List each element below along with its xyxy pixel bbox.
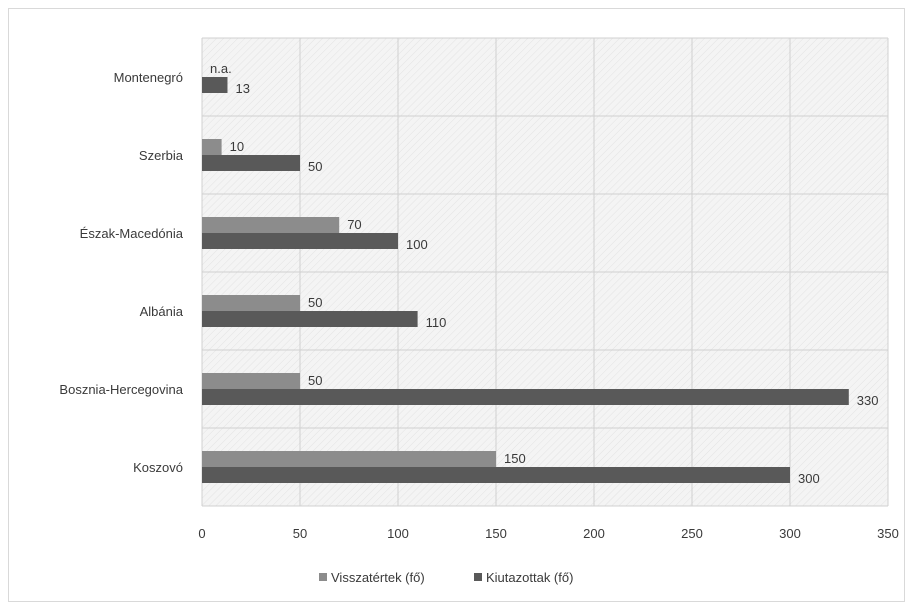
legend-swatch-visszatertek [319,573,327,581]
legend-swatch-kiutazottak [474,573,482,581]
category-labels: Montenegró Szerbia Észak-Macedónia Albánia B… [59,70,183,475]
bar-kiutazottak [202,155,300,171]
category-label: Szerbia [139,148,184,163]
bar-visszatertek [202,373,300,389]
legend: Visszatértek (fő) Kiutazottak (fő) [319,570,573,585]
data-label: 10 [230,139,244,154]
bar-visszatertek [202,217,340,233]
x-tick-label: 0 [198,526,205,541]
x-tick-label: 350 [877,526,899,541]
x-tick-label: 150 [485,526,507,541]
x-tick-label: 250 [681,526,703,541]
bars: n.a.13 10 50 70 100 50 110 50 330 150 300 [202,61,879,486]
x-tick-label: 300 [779,526,801,541]
bar-kiutazottak [202,77,228,93]
data-label: 300 [798,471,820,486]
legend-label-kiutazottak: Kiutazottak (fő) [486,570,573,585]
x-tick-label: 50 [293,526,307,541]
data-label: 110 [426,315,447,330]
category-label: Bosznia-Hercegovina [59,382,183,397]
data-label: 50 [308,295,322,310]
bar-kiutazottak [202,311,418,327]
x-tick-label: 100 [387,526,409,541]
data-label: 330 [857,393,879,408]
data-label: 150 [504,451,526,466]
legend-label-visszatertek: Visszatértek (fő) [331,570,425,585]
bar-kiutazottak [202,467,790,483]
data-label: 50 [308,373,322,388]
category-label: Montenegró [114,70,183,85]
x-tick-label: 200 [583,526,605,541]
bar-visszatertek [202,139,222,155]
category-label: Koszovó [133,460,183,475]
bar-visszatertek [202,295,300,311]
data-label: 70 [347,217,361,232]
bar-kiutazottak [202,389,849,405]
data-label: 13 [235,81,249,96]
gridlines [201,37,889,507]
data-label: 50 [308,159,322,174]
data-label: n.a. [210,61,232,76]
category-label: Észak-Macedónia [80,226,184,241]
category-label: Albánia [140,304,184,319]
data-label: 100 [406,237,428,252]
bar-visszatertek [202,451,496,467]
x-axis-ticks: 0 50 100 150 200 250 300 350 [198,526,898,541]
bar-kiutazottak [202,233,398,249]
